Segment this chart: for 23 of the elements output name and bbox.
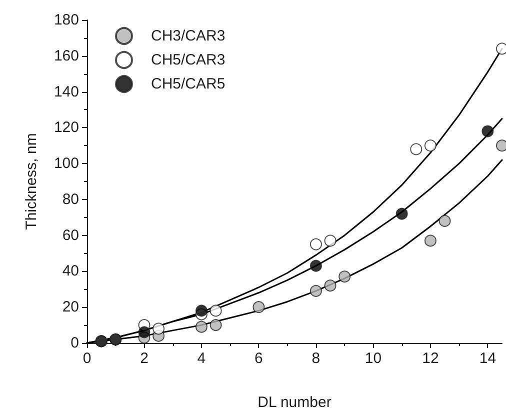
x-tick-label: 14 — [479, 350, 496, 367]
y-tick-label: 0 — [70, 334, 79, 352]
x-tick-label: 0 — [82, 350, 92, 367]
y-tick-label: 180 — [54, 12, 79, 28]
y-tick-label: 60 — [62, 226, 79, 244]
legend-label: CH5/CAR3 — [151, 52, 226, 68]
legend-label: CH3/CAR3 — [151, 28, 226, 44]
y-tick-label: 100 — [54, 155, 79, 172]
y-tick-label: 80 — [62, 190, 79, 208]
y-tick-label: 20 — [62, 298, 79, 316]
x-tick-label: 4 — [197, 350, 206, 367]
x-tick-label: 2 — [140, 350, 148, 367]
legend-label: CH5/CAR5 — [151, 76, 226, 92]
x-axis-title: DL number — [258, 394, 332, 411]
y-tick-label: 40 — [62, 262, 79, 280]
x-tick-label: 8 — [312, 350, 320, 367]
y-axis-title: Thickness, nm — [23, 133, 40, 230]
x-tick-label: 12 — [422, 350, 439, 367]
x-tick-label: 10 — [364, 350, 382, 367]
y-tick-label: 160 — [54, 47, 79, 64]
x-tick-label: 6 — [254, 350, 263, 367]
y-tick-label: 140 — [54, 83, 79, 100]
y-tick-label: 120 — [54, 119, 79, 136]
